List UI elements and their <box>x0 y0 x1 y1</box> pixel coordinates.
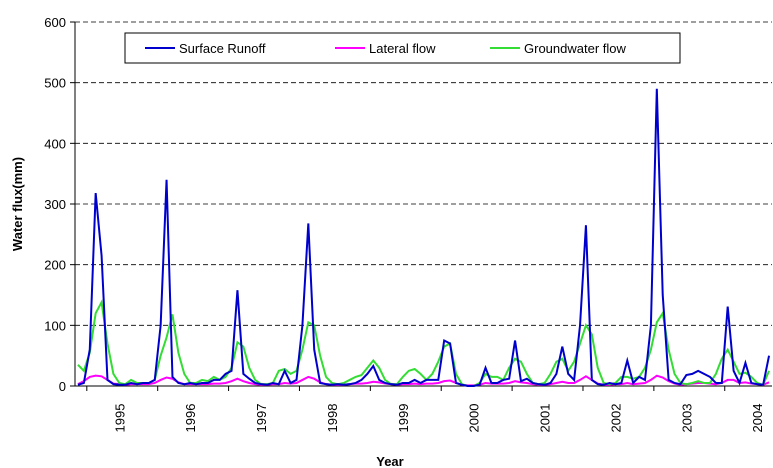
x-tick-label: 2002 <box>608 404 623 433</box>
x-tick-label: 1998 <box>325 404 340 433</box>
x-tick-label: 2001 <box>538 404 553 433</box>
legend-label: Surface Runoff <box>179 41 266 56</box>
x-tick-label: 1997 <box>254 404 269 433</box>
x-tick-label: 2000 <box>467 404 482 433</box>
x-tick-label: 2003 <box>679 404 694 433</box>
legend-box <box>124 32 681 64</box>
legend-label: Lateral flow <box>369 41 436 56</box>
y-tick-label: 500 <box>44 76 66 91</box>
y-tick-label: 100 <box>44 318 66 333</box>
x-tick-label: 2004 <box>750 404 765 433</box>
x-tick-label: 1995 <box>112 404 127 433</box>
y-tick-label: 400 <box>44 136 66 151</box>
y-tick-label: 300 <box>44 197 66 212</box>
y-tick-label: 600 <box>44 15 66 30</box>
x-tick-label: 1996 <box>183 404 198 433</box>
y-tick-label: 0 <box>59 379 66 394</box>
series-line <box>77 88 771 387</box>
x-axis-title: Year <box>376 454 403 468</box>
x-tick-label: 1999 <box>396 404 411 433</box>
y-axis-title: Water flux(mm) <box>10 157 25 251</box>
legend-label: Groundwater flow <box>524 41 626 56</box>
y-tick-label: 200 <box>44 258 66 273</box>
